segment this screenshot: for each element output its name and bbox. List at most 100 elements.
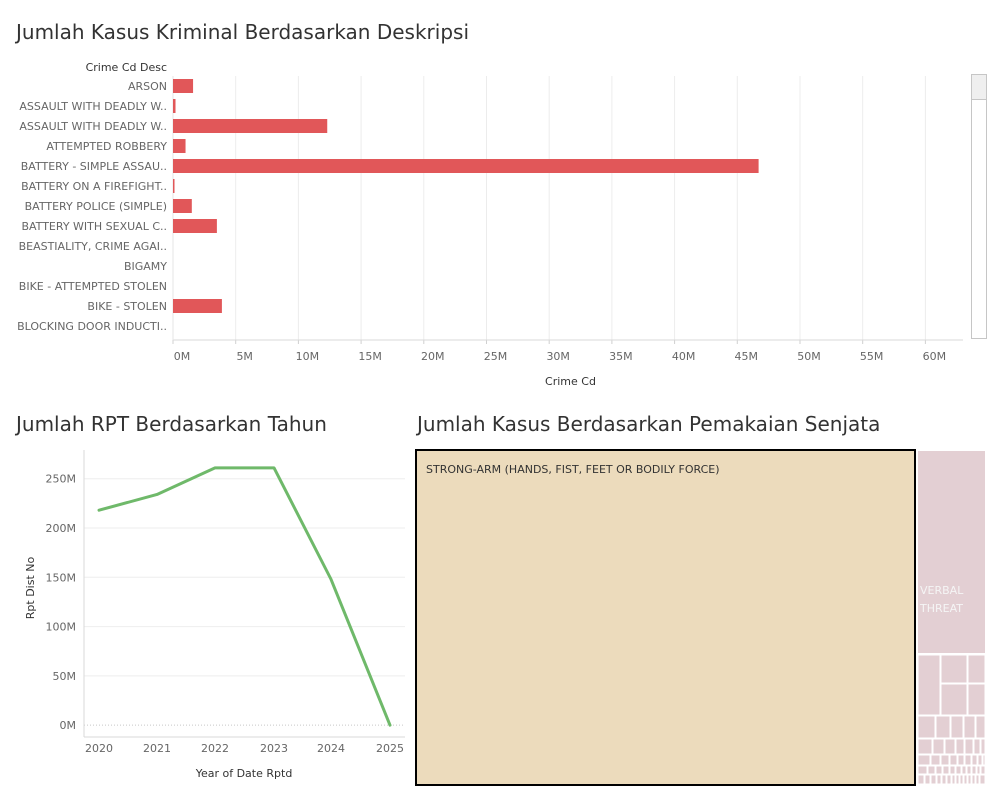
treemap-small-cell [964, 754, 972, 766]
line-x-tick-label: 2021 [143, 742, 171, 755]
treemap-small-cell [961, 765, 967, 775]
treemap-small-cell [918, 655, 941, 716]
treemap-small-cell [944, 738, 956, 755]
treemap-small-cell [966, 765, 972, 775]
treemap-small-cell [951, 774, 956, 784]
bar-category-label: BATTERY WITH SEXUAL C.. [21, 220, 167, 233]
treemap-small-cell [975, 774, 980, 784]
treemap-small-cell [940, 655, 968, 684]
bar-mark [173, 139, 186, 153]
treemap-small-cell [963, 774, 968, 784]
bar-category-label: BEASTIALITY, CRIME AGAI.. [19, 240, 167, 253]
treemap-small-cell [955, 765, 962, 775]
treemap-small-cell [957, 754, 965, 766]
bar-category-label: BIKE - STOLEN [87, 300, 167, 313]
treemap-small-cell [918, 765, 928, 775]
bar-chart: 0M 5M 10M 15M 20M 25M 30M 35M 40M 45M 50M 55M 60M Cri… [17, 61, 963, 388]
bar-x-tick-label: 50M [797, 350, 821, 363]
bar-category-label: ASSAULT WITH DEADLY W.. [19, 100, 167, 113]
bar-x-tick-label: 55M [860, 350, 884, 363]
bar-x-tick-label: 10M [296, 350, 320, 363]
treemap-small-cell [977, 754, 983, 766]
treemap-small-cell [955, 774, 960, 784]
bar-x-tick-label: 30M [546, 350, 570, 363]
treemap-small-cell [927, 765, 936, 775]
treemap-small-cell [932, 738, 945, 755]
treemap-small-cell [936, 774, 942, 784]
treemap-small-cell [949, 754, 958, 766]
bar-mark [173, 199, 192, 213]
bar-x-tick-label: 40M [672, 350, 696, 363]
bar-category-label: BIKE - ATTEMPTED STOLEN [19, 280, 167, 293]
line-y-tick-label: 150M [46, 571, 77, 584]
treemap-small-cell [941, 774, 947, 784]
bar-mark [173, 159, 759, 173]
treemap-small-cells [918, 655, 985, 784]
treemap-small-cell [971, 754, 978, 766]
bar-category-label: BLOCKING DOOR INDUCTI.. [17, 320, 167, 333]
bar-x-tick-label: 45M [735, 350, 759, 363]
line-x-axis-title: Year of Date Rptd [195, 767, 293, 780]
treemap-small-cell [918, 715, 936, 739]
line-x-tick-label: 2025 [376, 742, 404, 755]
treemap-small-cell [940, 683, 968, 716]
line-y-axis-title: Rpt Dist No [24, 557, 37, 620]
bar-category-label: ASSAULT WITH DEADLY W.. [19, 120, 167, 133]
treemap-small-cell [935, 765, 943, 775]
treemap-small-cell [935, 715, 951, 739]
treemap-small-cell [955, 738, 965, 755]
bar-chart-scrollbar[interactable] [971, 74, 987, 339]
scrollbar-thumb[interactable] [972, 75, 986, 100]
bar-x-tick-label: 25M [484, 350, 508, 363]
treemap-small-cell [918, 774, 925, 784]
line-x-tick-label: 2022 [201, 742, 229, 755]
treemap-cell-strong-arm[interactable]: STRONG-ARM (HANDS, FIST, FEET OR BODILY … [415, 449, 916, 786]
treemap-small-cell [940, 754, 950, 766]
treemap-label-verbal-threat: VERBAL THREAT [920, 584, 964, 615]
line-x-tick-label: 2023 [260, 742, 288, 755]
bar-x-axis-title: Crime Cd [545, 375, 596, 388]
treemap-small-cell [982, 754, 985, 766]
line-chart: 0M 50M 100M 150M 200M 250M 2020 2021 2022 2023 202… [24, 450, 405, 780]
treemap-small-cell [971, 774, 976, 784]
treemap-small-cell [930, 754, 941, 766]
treemap-small-cell [975, 715, 985, 739]
line-series [97, 466, 392, 727]
treemap-small-cell [980, 738, 985, 755]
treemap: STRONG-ARM (HANDS, FIST, FEET OR BODILY … [415, 449, 987, 786]
treemap-small-cell [930, 774, 937, 784]
treemap-small-cell [949, 765, 956, 775]
bar-category-label: BATTERY POLICE (SIMPLE) [25, 200, 167, 213]
treemap-small-cell [973, 738, 981, 755]
bar-x-tick-label: 0M [174, 350, 191, 363]
treemap-small-cell [976, 765, 981, 775]
treemap-small-cell [918, 754, 931, 766]
treemap-small-cell [924, 774, 931, 784]
bar-x-tick-label: 20M [421, 350, 445, 363]
line-y-tick-label: 50M [53, 670, 77, 683]
treemap-small-cell [959, 774, 964, 784]
bar-mark [173, 219, 217, 233]
bar-category-label: ARSON [128, 80, 167, 93]
bar-mark [173, 179, 175, 193]
treemap-small-cell [980, 765, 985, 775]
bar-row-header: Crime Cd Desc [86, 61, 167, 74]
line-x-tick-label: 2024 [317, 742, 345, 755]
bar-category-label: ATTEMPTED ROBBERY [46, 140, 167, 153]
line-chart-title: Jumlah RPT Berdasarkan Tahun [16, 412, 327, 436]
bar-category-label: BATTERY - SIMPLE ASSAU.. [21, 160, 167, 173]
bar-chart-title: Jumlah Kasus Kriminal Berdasarkan Deskri… [16, 20, 469, 44]
treemap-small-cell [967, 774, 972, 784]
bar-mark [173, 99, 176, 113]
line-x-tick-label: 2020 [85, 742, 113, 755]
line-y-tick-label: 0M [60, 719, 77, 732]
bar-x-tick-label: 15M [358, 350, 382, 363]
line-y-tick-label: 250M [46, 473, 77, 486]
bar-x-tick-label: 5M [236, 350, 253, 363]
treemap-small-cell [963, 715, 976, 739]
bar-x-tick-label: 60M [923, 350, 947, 363]
bar-category-label: BATTERY ON A FIREFIGHT.. [21, 180, 167, 193]
treemap-cell-verbal-threat[interactable]: VERBAL THREAT [918, 451, 985, 653]
treemap-small-cell [946, 774, 952, 784]
bar-mark [173, 299, 222, 313]
